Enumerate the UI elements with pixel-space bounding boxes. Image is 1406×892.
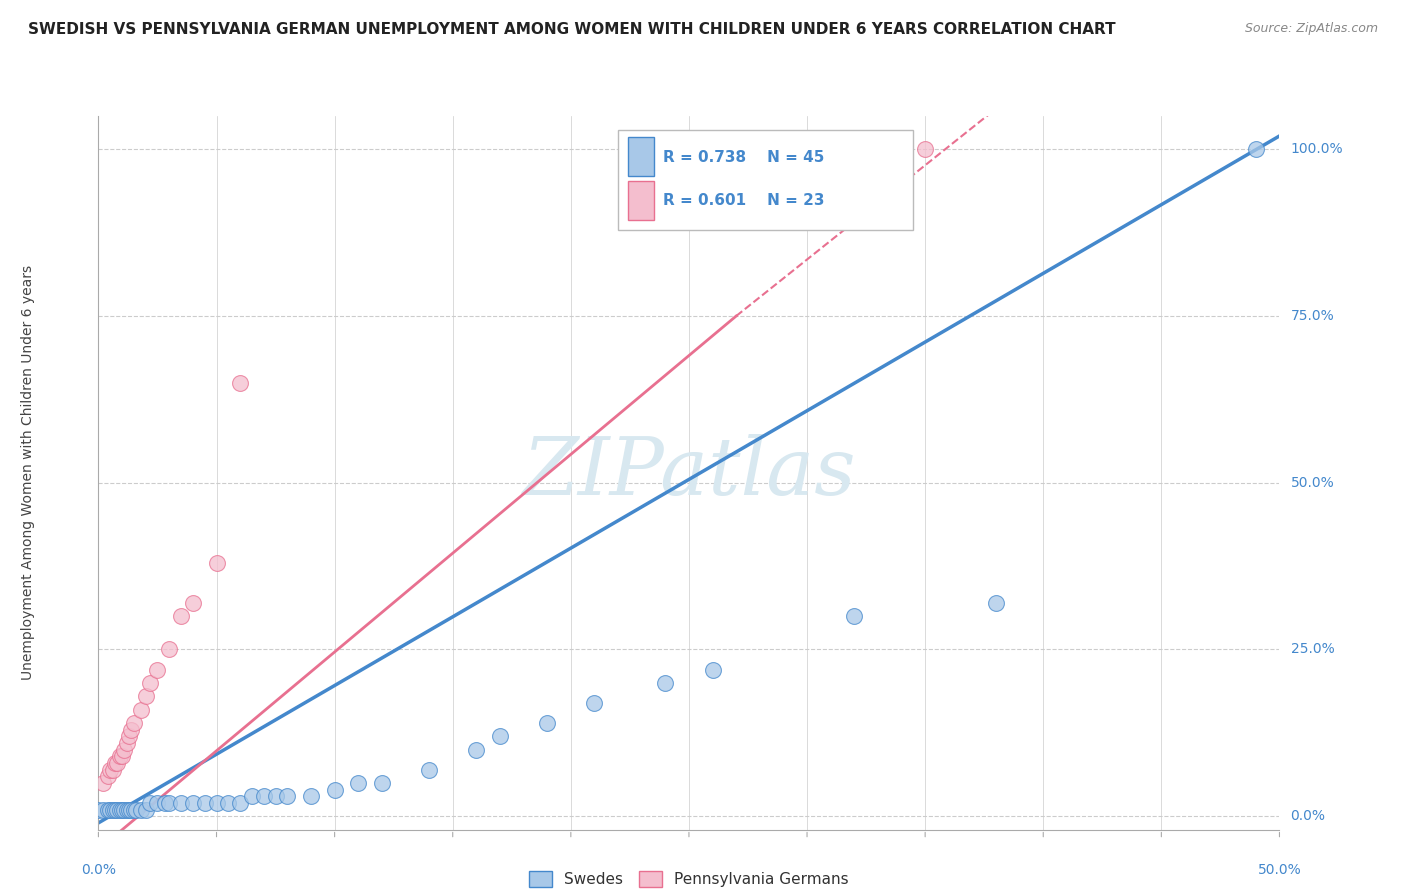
Point: [129, 803, 152, 817]
Point: [170, 796, 193, 810]
Text: 100.0%: 100.0%: [1291, 143, 1343, 156]
Point: [91, 776, 114, 790]
Point: [98, 803, 121, 817]
Text: Source: ZipAtlas.com: Source: ZipAtlas.com: [1244, 22, 1378, 36]
Text: R = 0.601    N = 23: R = 0.601 N = 23: [664, 193, 824, 208]
Point: [104, 803, 127, 817]
Point: [914, 142, 936, 156]
Text: 0.0%: 0.0%: [1291, 809, 1326, 823]
Point: [135, 689, 157, 703]
Point: [118, 803, 141, 817]
Point: [108, 803, 131, 817]
Point: [139, 796, 162, 810]
Point: [489, 729, 512, 743]
Point: [122, 803, 145, 817]
Text: R = 0.738    N = 45: R = 0.738 N = 45: [664, 150, 824, 165]
Point: [125, 803, 148, 817]
Point: [536, 715, 558, 730]
Point: [702, 663, 724, 677]
Point: [118, 729, 141, 743]
Point: [115, 736, 138, 750]
Point: [194, 796, 217, 810]
Text: 25.0%: 25.0%: [1291, 642, 1334, 657]
Text: 50.0%: 50.0%: [1291, 475, 1334, 490]
Text: SWEDISH VS PENNSYLVANIA GERMAN UNEMPLOYMENT AMONG WOMEN WITH CHILDREN UNDER 6 YE: SWEDISH VS PENNSYLVANIA GERMAN UNEMPLOYM…: [28, 22, 1116, 37]
Point: [205, 556, 228, 570]
Point: [129, 702, 152, 716]
Point: [112, 742, 135, 756]
Point: [1244, 142, 1267, 156]
Point: [844, 609, 866, 624]
Point: [347, 776, 370, 790]
Point: [229, 796, 252, 810]
Point: [111, 749, 134, 764]
Point: [91, 803, 114, 817]
Text: 75.0%: 75.0%: [1291, 309, 1334, 323]
Point: [299, 789, 322, 804]
Point: [146, 796, 169, 810]
Point: [984, 596, 1007, 610]
Point: [229, 376, 252, 390]
Point: [146, 663, 169, 677]
Point: [122, 715, 145, 730]
Point: [135, 803, 157, 817]
Point: [108, 749, 131, 764]
Legend: Swedes, Pennsylvania Germans: Swedes, Pennsylvania Germans: [523, 865, 855, 892]
Point: [153, 796, 176, 810]
Point: [465, 742, 488, 756]
Text: 0.0%: 0.0%: [82, 863, 115, 877]
Point: [105, 803, 128, 817]
Point: [111, 803, 134, 817]
Point: [104, 756, 127, 770]
Point: [181, 596, 204, 610]
Point: [101, 763, 124, 777]
Point: [139, 676, 162, 690]
Point: [181, 796, 204, 810]
Text: ZIPatlas: ZIPatlas: [522, 434, 856, 511]
Text: Unemployment Among Women with Children Under 6 years: Unemployment Among Women with Children U…: [21, 265, 35, 681]
Point: [97, 803, 120, 817]
Point: [240, 789, 263, 804]
Point: [264, 789, 287, 804]
Point: [253, 789, 276, 804]
Point: [654, 676, 676, 690]
Point: [105, 756, 128, 770]
Point: [583, 696, 606, 710]
Point: [121, 723, 143, 737]
Point: [121, 803, 143, 817]
Point: [112, 803, 135, 817]
Point: [205, 796, 228, 810]
Point: [217, 796, 239, 810]
Point: [98, 763, 121, 777]
Point: [418, 763, 440, 777]
Text: 50.0%: 50.0%: [1257, 863, 1302, 877]
Point: [97, 769, 120, 783]
Point: [170, 609, 193, 624]
Point: [371, 776, 394, 790]
Point: [157, 642, 180, 657]
Point: [323, 782, 346, 797]
Point: [115, 803, 138, 817]
Point: [157, 796, 180, 810]
Point: [87, 803, 110, 817]
Point: [276, 789, 298, 804]
Point: [101, 803, 124, 817]
